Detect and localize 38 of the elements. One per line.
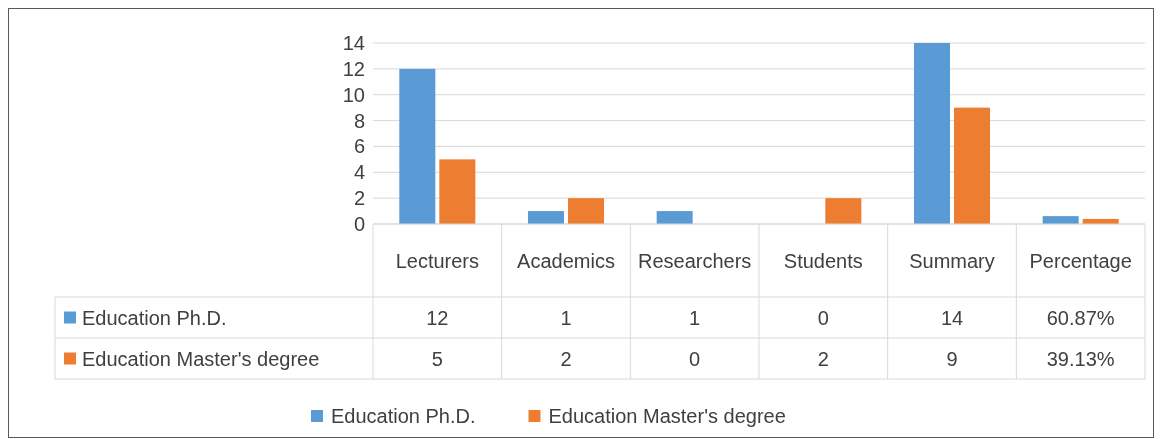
data-label: 12 — [426, 306, 449, 329]
data-label: 2 — [817, 347, 829, 370]
y-tick-label: 14 — [342, 32, 365, 54]
bar — [656, 211, 693, 224]
y-tick-label: 12 — [342, 57, 365, 80]
data-label: 5 — [431, 347, 443, 370]
data-label: 14 — [940, 306, 964, 329]
data-label: 39.13% — [1046, 347, 1115, 370]
y-tick-label: 6 — [353, 135, 365, 158]
text: Education Ph.D. — [82, 306, 227, 329]
y-tick-label: 10 — [342, 83, 365, 106]
y-tick-label: 2 — [353, 187, 365, 210]
data-label: 0 — [689, 347, 701, 370]
x-tick-label: Researchers — [637, 249, 752, 272]
legend-label: Education Ph.D. — [331, 405, 476, 427]
data-label: 0 — [817, 306, 829, 329]
bar — [825, 198, 862, 224]
y-tick-label: 4 — [353, 161, 365, 184]
bar — [954, 107, 991, 224]
legend-label: Education Master's degree — [82, 347, 320, 370]
data-label: 60.87% — [1046, 306, 1115, 329]
x-tick-label: Percentage — [1029, 249, 1132, 272]
data-label: 1 — [560, 306, 572, 329]
x-tick-label: Academics — [517, 249, 615, 272]
bar — [439, 159, 476, 224]
x-tick-label: Students — [783, 249, 863, 272]
x-tick-label: Summary — [909, 249, 995, 272]
y-tick-label: 8 — [353, 109, 365, 132]
data-label: 2 — [560, 347, 572, 370]
bar — [527, 211, 564, 224]
x-tick-label: Lecturers — [395, 249, 480, 272]
data-label: 9 — [946, 347, 958, 370]
text: Education Master's degree — [548, 405, 786, 427]
bar — [568, 198, 605, 224]
bar — [913, 43, 950, 224]
bar — [399, 68, 436, 224]
y-tick-label: 0 — [353, 213, 365, 235]
data-label: 1 — [689, 306, 701, 329]
